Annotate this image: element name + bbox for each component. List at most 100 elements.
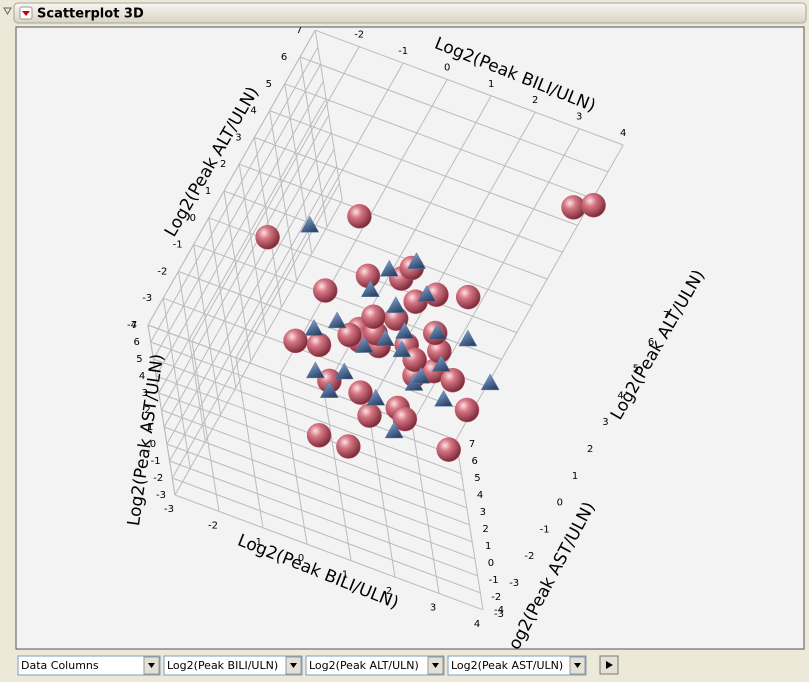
triangle-point	[319, 381, 339, 398]
tick-label: 4	[477, 490, 483, 501]
grid-line	[155, 80, 324, 377]
menu-arrow	[22, 11, 30, 16]
triangle-point	[305, 361, 325, 379]
dropdown-arrow	[432, 663, 439, 668]
tick-label: 3	[602, 417, 608, 428]
triangle-point	[375, 329, 395, 346]
grid-line	[163, 131, 332, 428]
tick-label: 0	[488, 558, 494, 569]
tick-label: -3	[509, 578, 519, 589]
tick-label: -2	[524, 551, 534, 562]
triangle-point	[360, 280, 380, 297]
triangle-point	[428, 322, 448, 340]
triangle-point	[300, 215, 320, 233]
triangle-point	[386, 296, 406, 313]
sphere-point	[306, 423, 332, 448]
dropdown[interactable]	[17, 655, 161, 676]
sphere-point	[337, 322, 362, 348]
tick-label: 0	[557, 498, 563, 509]
grid-line	[166, 148, 335, 445]
grid-line	[367, 111, 536, 408]
collapse-icon[interactable]	[3, 7, 12, 15]
triangle-point	[334, 362, 354, 380]
tick-label: 1	[485, 541, 491, 552]
grid-line	[315, 29, 624, 146]
triangle-point	[480, 373, 500, 391]
dropdown-arrow	[290, 663, 297, 668]
tick-label: 6	[472, 456, 478, 467]
grid-line	[174, 494, 484, 611]
tick-label: 7	[469, 439, 475, 450]
dropdown[interactable]	[305, 655, 445, 676]
triangle-point	[304, 318, 324, 336]
tick-label: 0	[444, 62, 450, 73]
title-bar	[13, 2, 807, 24]
triangle-point	[411, 366, 431, 384]
grid-line	[161, 114, 330, 411]
tick-label: -2	[491, 592, 501, 603]
grid-line	[158, 392, 467, 509]
tick-label: -1	[398, 46, 408, 57]
sphere-point	[581, 192, 606, 218]
control-bar: Data Columns Log2(Peak BILI/ULN) Log2(Peak…	[17, 655, 619, 676]
sphere-point	[336, 434, 361, 459]
tick-label: 3	[576, 112, 582, 123]
grid-line	[152, 63, 322, 360]
tick-label: 0	[150, 439, 156, 450]
tick-label: 5	[266, 79, 272, 90]
tick-label: 4	[620, 128, 626, 139]
tick-label: 7	[296, 25, 302, 36]
tick-label: 3	[142, 388, 148, 399]
title: Scatterplot 3D	[37, 7, 144, 22]
tick-label: -2	[208, 520, 218, 531]
tick-label: 1	[205, 186, 211, 197]
dropdown[interactable]	[163, 655, 303, 676]
tick-label: 0	[298, 553, 304, 564]
tick-label: 1	[147, 422, 153, 433]
tick-label: 6	[134, 337, 140, 348]
sphere-point	[361, 304, 386, 330]
tick-label: 1	[488, 79, 494, 90]
sphere-point	[355, 263, 381, 289]
sphere-point	[440, 367, 465, 393]
triangle-point	[366, 388, 386, 406]
tick-label: -1	[151, 456, 161, 467]
sphere-point	[306, 332, 332, 358]
sphere-point	[347, 204, 372, 229]
tick-label: 2	[220, 159, 226, 170]
triangle-point	[407, 252, 427, 269]
tick-label: -3	[164, 504, 174, 515]
sphere-point	[357, 403, 382, 428]
grid-line	[172, 477, 481, 594]
tick-label: -3	[156, 490, 166, 501]
sphere-point	[283, 328, 308, 354]
dropdown-label: Data Columns	[21, 659, 99, 672]
tick-label: -1	[173, 240, 183, 251]
grid-line	[169, 165, 338, 462]
triangle-point	[327, 311, 347, 329]
grid-line	[150, 341, 459, 458]
tick-label: 4	[474, 619, 480, 630]
grid-line	[284, 83, 593, 200]
tick-label: 7	[131, 320, 137, 331]
tick-label: 5	[136, 354, 142, 365]
tick-label: -4	[494, 605, 504, 616]
tick-label: -3	[142, 293, 152, 304]
triangle-point	[379, 259, 399, 277]
tick-label: 3	[430, 602, 436, 613]
grid-line	[166, 443, 476, 560]
dropdown-label: Log2(Peak AST/ULN)	[451, 659, 563, 672]
tick-label: 2	[386, 586, 392, 597]
tick-label: 2	[532, 95, 538, 106]
grid-line	[191, 46, 360, 342]
tick-label: -1	[540, 524, 550, 535]
tick-label: 6	[281, 52, 287, 63]
grid-line	[169, 460, 478, 577]
dropdown[interactable]	[447, 655, 587, 676]
tick-label: 0	[190, 213, 196, 224]
dropdown-arrow	[148, 663, 155, 668]
tick-label: -1	[489, 575, 499, 586]
grid-line	[161, 409, 470, 526]
triangle-point	[395, 321, 414, 339]
triangle-point	[434, 389, 454, 407]
